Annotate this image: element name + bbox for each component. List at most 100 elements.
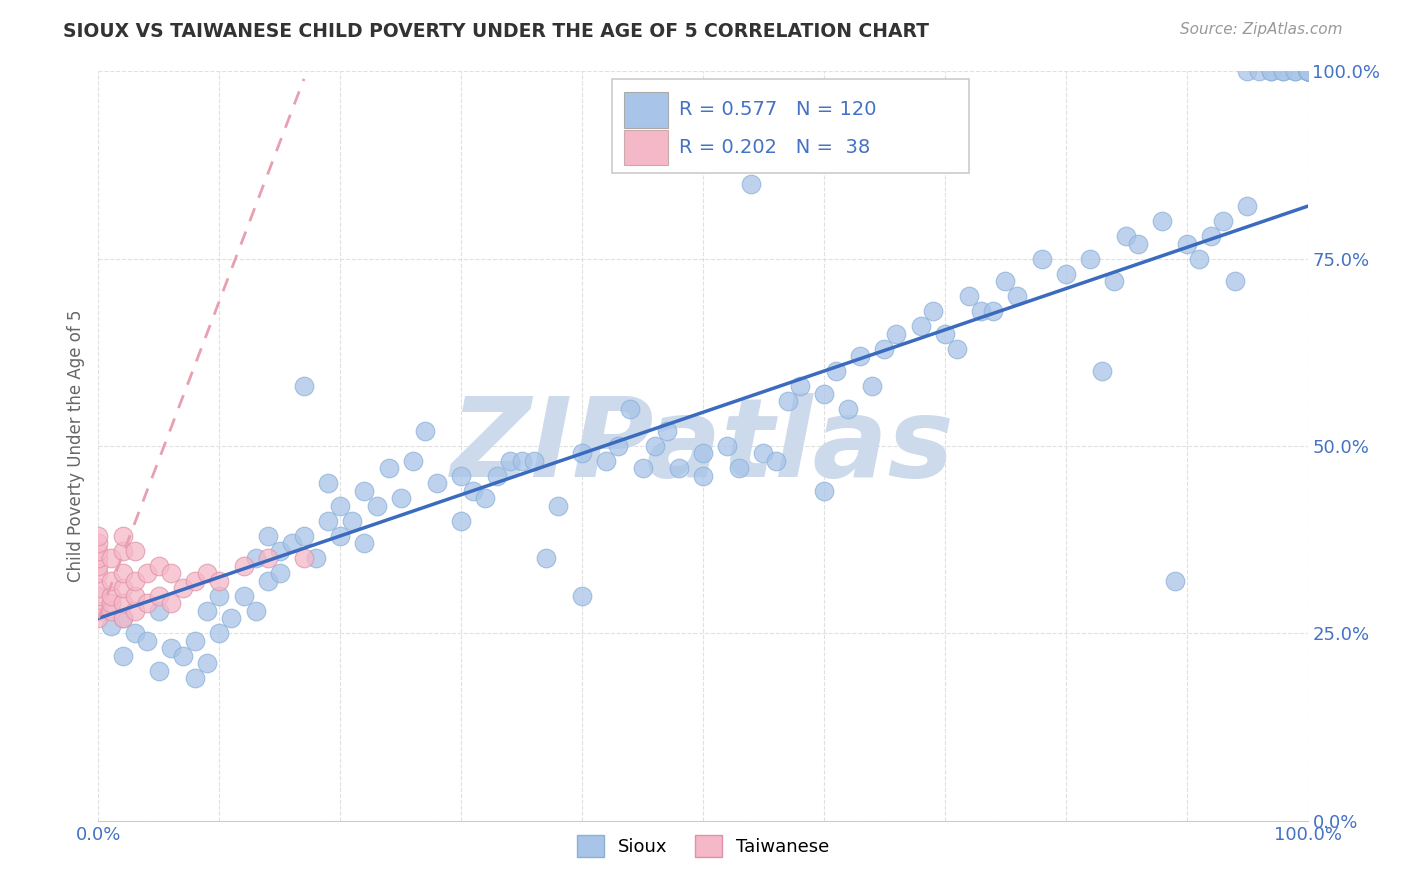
Point [813, 386, 835, 401]
Point [232, 558, 254, 573]
Point [245, 551, 267, 566]
Point [87, 604, 110, 618]
Point [873, 342, 896, 356]
Point [172, 582, 194, 596]
Point [329, 529, 352, 543]
Point [87, 536, 110, 550]
Point [1223, 274, 1246, 288]
Text: R = 0.577   N = 120: R = 0.577 N = 120 [679, 100, 876, 119]
Point [148, 589, 170, 603]
Point [1260, 64, 1282, 78]
Point [184, 574, 207, 588]
Point [510, 454, 533, 468]
Point [124, 544, 146, 558]
Text: R = 0.202   N =  38: R = 0.202 N = 38 [679, 137, 870, 156]
Point [281, 536, 304, 550]
Y-axis label: Child Poverty Under the Age of 5: Child Poverty Under the Age of 5 [66, 310, 84, 582]
Point [1152, 214, 1174, 228]
Point [523, 454, 546, 468]
Point [692, 469, 714, 483]
Point [232, 589, 254, 603]
Point [474, 491, 496, 506]
Point [329, 499, 352, 513]
Point [1007, 289, 1029, 303]
Point [860, 379, 883, 393]
FancyBboxPatch shape [624, 130, 668, 165]
Point [1236, 64, 1258, 78]
FancyBboxPatch shape [613, 78, 969, 172]
Point [1128, 236, 1150, 251]
Point [87, 611, 110, 625]
Point [87, 551, 110, 566]
Point [292, 551, 315, 566]
Point [1091, 364, 1114, 378]
Point [100, 551, 122, 566]
Point [1031, 252, 1053, 266]
Point [87, 566, 110, 581]
Point [148, 664, 170, 678]
Point [486, 469, 509, 483]
Point [571, 446, 593, 460]
Point [426, 476, 449, 491]
Point [100, 619, 122, 633]
Point [946, 342, 969, 356]
Point [377, 461, 399, 475]
Point [970, 304, 993, 318]
Point [740, 177, 762, 191]
Point [269, 544, 291, 558]
Point [1175, 236, 1198, 251]
Point [100, 574, 122, 588]
Point [305, 551, 328, 566]
Point [1296, 64, 1319, 78]
Point [631, 461, 654, 475]
Point [221, 611, 243, 625]
Point [498, 454, 520, 468]
Point [184, 671, 207, 685]
Point [1249, 64, 1271, 78]
Text: SIOUX VS TAIWANESE CHILD POVERTY UNDER THE AGE OF 5 CORRELATION CHART: SIOUX VS TAIWANESE CHILD POVERTY UNDER T… [63, 22, 929, 41]
Point [160, 566, 183, 581]
Text: ZIPatlas: ZIPatlas [451, 392, 955, 500]
Point [208, 589, 231, 603]
Point [353, 536, 375, 550]
Point [1078, 252, 1101, 266]
Point [87, 589, 110, 603]
Point [148, 604, 170, 618]
Point [728, 461, 751, 475]
Point [813, 483, 835, 498]
Point [1296, 64, 1319, 78]
Point [981, 304, 1004, 318]
Point [100, 589, 122, 603]
Point [208, 574, 231, 588]
Point [921, 304, 943, 318]
Point [1199, 229, 1222, 244]
Point [886, 326, 908, 341]
Point [292, 529, 315, 543]
Point [160, 641, 183, 656]
Point [655, 424, 678, 438]
Point [607, 439, 630, 453]
Point [776, 394, 799, 409]
Point [619, 401, 641, 416]
Point [789, 379, 811, 393]
Point [1296, 64, 1319, 78]
Point [160, 596, 183, 610]
Point [342, 514, 364, 528]
Point [256, 529, 278, 543]
Point [1188, 252, 1211, 266]
Point [111, 648, 134, 663]
Point [148, 558, 170, 573]
Point [534, 551, 557, 566]
Point [366, 499, 388, 513]
Point [195, 657, 218, 671]
Point [1272, 64, 1295, 78]
Point [124, 589, 146, 603]
Point [124, 626, 146, 640]
Point [571, 589, 593, 603]
Point [765, 454, 787, 468]
Point [172, 648, 194, 663]
Point [87, 544, 110, 558]
Point [934, 326, 956, 341]
Point [111, 611, 134, 625]
Point [463, 483, 485, 498]
